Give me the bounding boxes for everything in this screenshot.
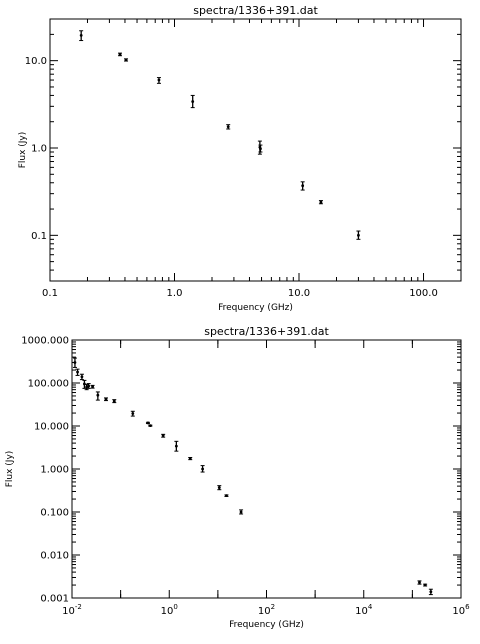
upper-data-point [190,94,195,109]
lower-x-tick-label: 106 [452,603,470,617]
lower-data-point [423,583,428,587]
data-marker [79,33,83,37]
lower-data-point [95,391,100,401]
upper-y-tick-label: 0.1 [31,231,47,242]
upper-plot-frame [49,18,462,282]
lower-data-point [174,440,179,452]
lower-x-tick-label: 104 [355,603,373,617]
data-marker [148,424,152,428]
data-marker [131,412,135,415]
lower-y-tick-label: 0.100 [40,508,69,519]
upper-plot-panel: spectra/1336+391.dat Frequency (GHz) Flu… [18,4,462,313]
lower-data-point [217,485,222,491]
data-marker [188,457,192,460]
upper-data-point [356,230,361,240]
lower-y-tick-label: 100.000 [28,379,69,390]
data-marker [91,385,94,389]
data-marker [124,58,128,62]
upper-y-tick-label: 10.0 [25,56,47,67]
upper-data-point [156,77,161,84]
lower-data-point [90,384,95,389]
data-marker [76,370,79,374]
lower-data-point [145,421,150,425]
data-marker [112,399,116,403]
data-marker [429,590,433,594]
lower-y-tick-label: 1.000 [40,465,69,476]
lower-data-point [161,433,166,438]
upper-x-axis-label: Frequency (GHz) [218,303,293,313]
upper-y-tick-label: 1.0 [31,144,47,155]
lower-data-point [417,580,422,585]
upper-data-point [300,181,305,191]
data-marker [146,421,150,425]
upper-data-point [226,124,231,130]
data-marker [301,184,305,188]
lower-data-point [130,410,135,417]
lower-data-point [112,399,117,404]
lower-y-tick-label: 0.001 [40,594,69,605]
upper-y-axis-label: Flux (Jy) [18,132,28,169]
data-marker [319,200,323,204]
lower-plot-title: spectra/1336+391.dat [204,325,329,338]
lower-data-point [103,397,108,402]
upper-data-point [258,144,263,153]
upper-data-point [124,58,129,62]
lower-plot-frame [71,339,462,599]
lower-data-point [239,509,244,515]
upper-x-tick-label: 100.0 [409,288,438,299]
upper-plot-title: spectra/1336+391.dat [193,4,318,17]
lower-x-tick-label: 100 [161,603,178,617]
data-marker [423,583,427,587]
data-marker [226,125,230,129]
upper-data-point [118,52,123,57]
lower-y-tick-label: 10.000 [34,422,69,433]
data-marker [161,434,165,437]
upper-x-tick-label: 1.0 [167,288,183,299]
data-marker [357,233,360,237]
lower-x-tick-label: 102 [258,603,275,617]
lower-y-tick-label: 1000.000 [21,336,69,347]
data-marker [96,393,100,397]
lower-plot-panel: spectra/1336+391.dat Frequency (GHz) Flu… [5,325,470,630]
data-marker [201,467,204,471]
upper-x-tick-label: 10.0 [288,288,310,299]
lower-y-tick-label: 0.010 [40,551,69,562]
upper-data-point [79,30,84,42]
lower-x-axis-label: Frequency (GHz) [229,620,304,630]
lower-data-point [200,465,205,473]
data-marker [174,444,178,448]
data-marker [418,581,421,584]
data-marker [118,52,122,56]
lower-data-point [75,368,80,376]
data-marker [225,494,228,498]
data-marker [87,384,91,388]
lower-data-point [72,357,77,368]
lower-data-point [188,457,193,461]
data-marker [80,375,84,379]
lower-data-point [148,424,153,428]
lower-x-tick-label: 10-2 [62,603,82,617]
data-marker [191,100,195,103]
lower-data-point [428,588,433,596]
data-marker [217,486,221,489]
lower-data-point [79,373,84,381]
lower-data-point [86,383,91,389]
lower-y-axis-label: Flux (Jy) [5,451,15,488]
data-marker [239,510,243,514]
upper-data-point [318,200,323,205]
upper-x-tick-label: 0.1 [42,288,58,299]
lower-data-point [224,494,229,498]
data-marker [73,361,77,364]
data-marker [157,78,161,82]
data-marker [259,147,262,151]
data-marker [104,397,108,401]
